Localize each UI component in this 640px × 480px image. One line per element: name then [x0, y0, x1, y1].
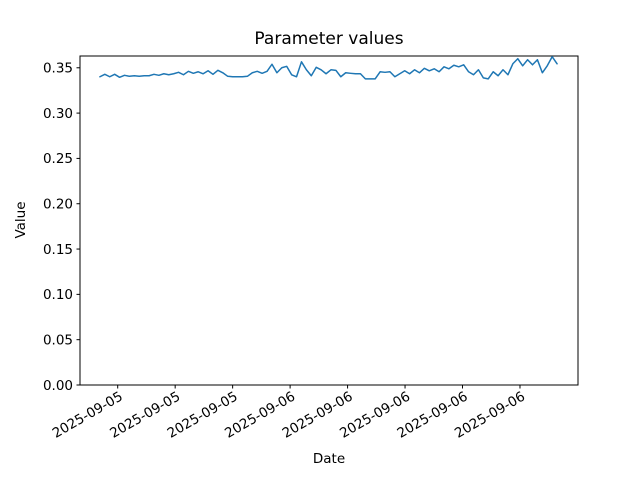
- y-tick-label: 0.30: [43, 106, 73, 122]
- y-tick-label: 0.05: [43, 332, 73, 348]
- plot-area: [79, 55, 579, 386]
- data-line: [99, 55, 558, 80]
- y-tick-label: 0.00: [43, 378, 73, 394]
- y-tick-label: 0.15: [43, 242, 73, 258]
- y-tick-label: 0.35: [43, 61, 73, 77]
- chart-title: Parameter values: [254, 29, 403, 49]
- y-axis-ticks: 0.00 0.05 0.10 0.15 0.20 0.25 0.30 0.35: [43, 61, 80, 394]
- y-tick-label: 0.10: [43, 287, 73, 303]
- y-tick-label: 0.25: [43, 151, 73, 167]
- x-axis-ticks: 2025-09-052025-09-052025-09-052025-09-06…: [50, 385, 528, 442]
- y-axis-label: Value: [13, 201, 29, 238]
- x-axis-label: Date: [313, 451, 345, 467]
- y-tick-label: 0.20: [43, 197, 73, 213]
